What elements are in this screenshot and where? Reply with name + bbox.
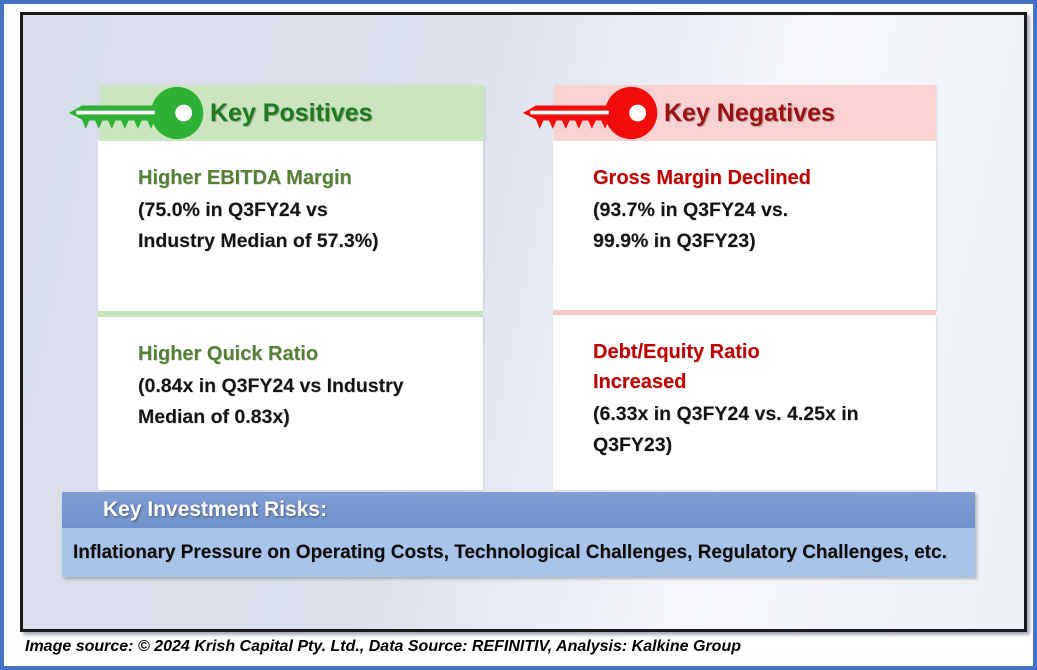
positive-card-ebitda: Higher EBITDA Margin (75.0% in Q3FY24 vs… — [98, 141, 483, 311]
key-positives-banner: Key Positives — [68, 85, 484, 141]
green-divider — [98, 311, 483, 317]
investment-risks-header: Key Investment Risks: — [62, 492, 975, 528]
detail-line: (75.0% in Q3FY24 vs — [138, 199, 328, 221]
investment-risks-body: Inflationary Pressure on Operating Costs… — [62, 528, 975, 577]
negative-card-detail: (6.33x in Q3FY24 vs. 4.25x in Q3FY23) — [593, 399, 908, 461]
key-negatives-banner: Key Negatives — [522, 85, 936, 141]
detail-line: Industry Median of 57.3%) — [138, 230, 379, 252]
investment-risks-band: Key Investment Risks: Inflationary Press… — [62, 492, 975, 577]
negative-card-debt-equity: Debt/Equity Ratio Increased (6.33x in Q3… — [553, 315, 936, 490]
source-credit: Image source: © 2024 Krish Capital Pty. … — [25, 638, 741, 655]
positive-card-title: Higher EBITDA Margin — [138, 167, 352, 189]
positive-card-detail: (75.0% in Q3FY24 vs Industry Median of 5… — [138, 195, 455, 257]
positive-card-quick-ratio: Higher Quick Ratio (0.84x in Q3FY24 vs I… — [98, 317, 483, 490]
negative-card-title: Debt/Equity Ratio Increased — [593, 341, 760, 393]
detail-line: Median of 0.83x) — [138, 406, 290, 428]
key-negatives-title: Key Negatives — [664, 98, 835, 127]
negative-card-gross-margin: Gross Margin Declined (93.7% in Q3FY24 v… — [553, 141, 936, 310]
detail-line: (0.84x in Q3FY24 vs Industry — [138, 375, 404, 397]
detail-line: (93.7% in Q3FY24 vs. — [593, 199, 789, 221]
pink-divider — [553, 310, 936, 315]
negative-card-title: Gross Margin Declined — [593, 167, 811, 189]
key-icon-red — [522, 86, 658, 140]
negative-card-detail: (93.7% in Q3FY24 vs. 99.9% in Q3FY23) — [593, 195, 908, 257]
main-panel: Key Positives Higher EBITDA Margin (75.0… — [20, 12, 1027, 632]
key-icon-green — [68, 86, 204, 140]
key-positives-title: Key Positives — [210, 98, 373, 127]
positive-card-detail: (0.84x in Q3FY24 vs Industry Median of 0… — [138, 371, 455, 433]
detail-line: 99.9% in Q3FY23) — [593, 230, 756, 252]
positive-card-title: Higher Quick Ratio — [138, 343, 319, 365]
detail-line: Q3FY23) — [593, 434, 673, 456]
detail-line: (6.33x in Q3FY24 vs. 4.25x in — [593, 403, 859, 425]
